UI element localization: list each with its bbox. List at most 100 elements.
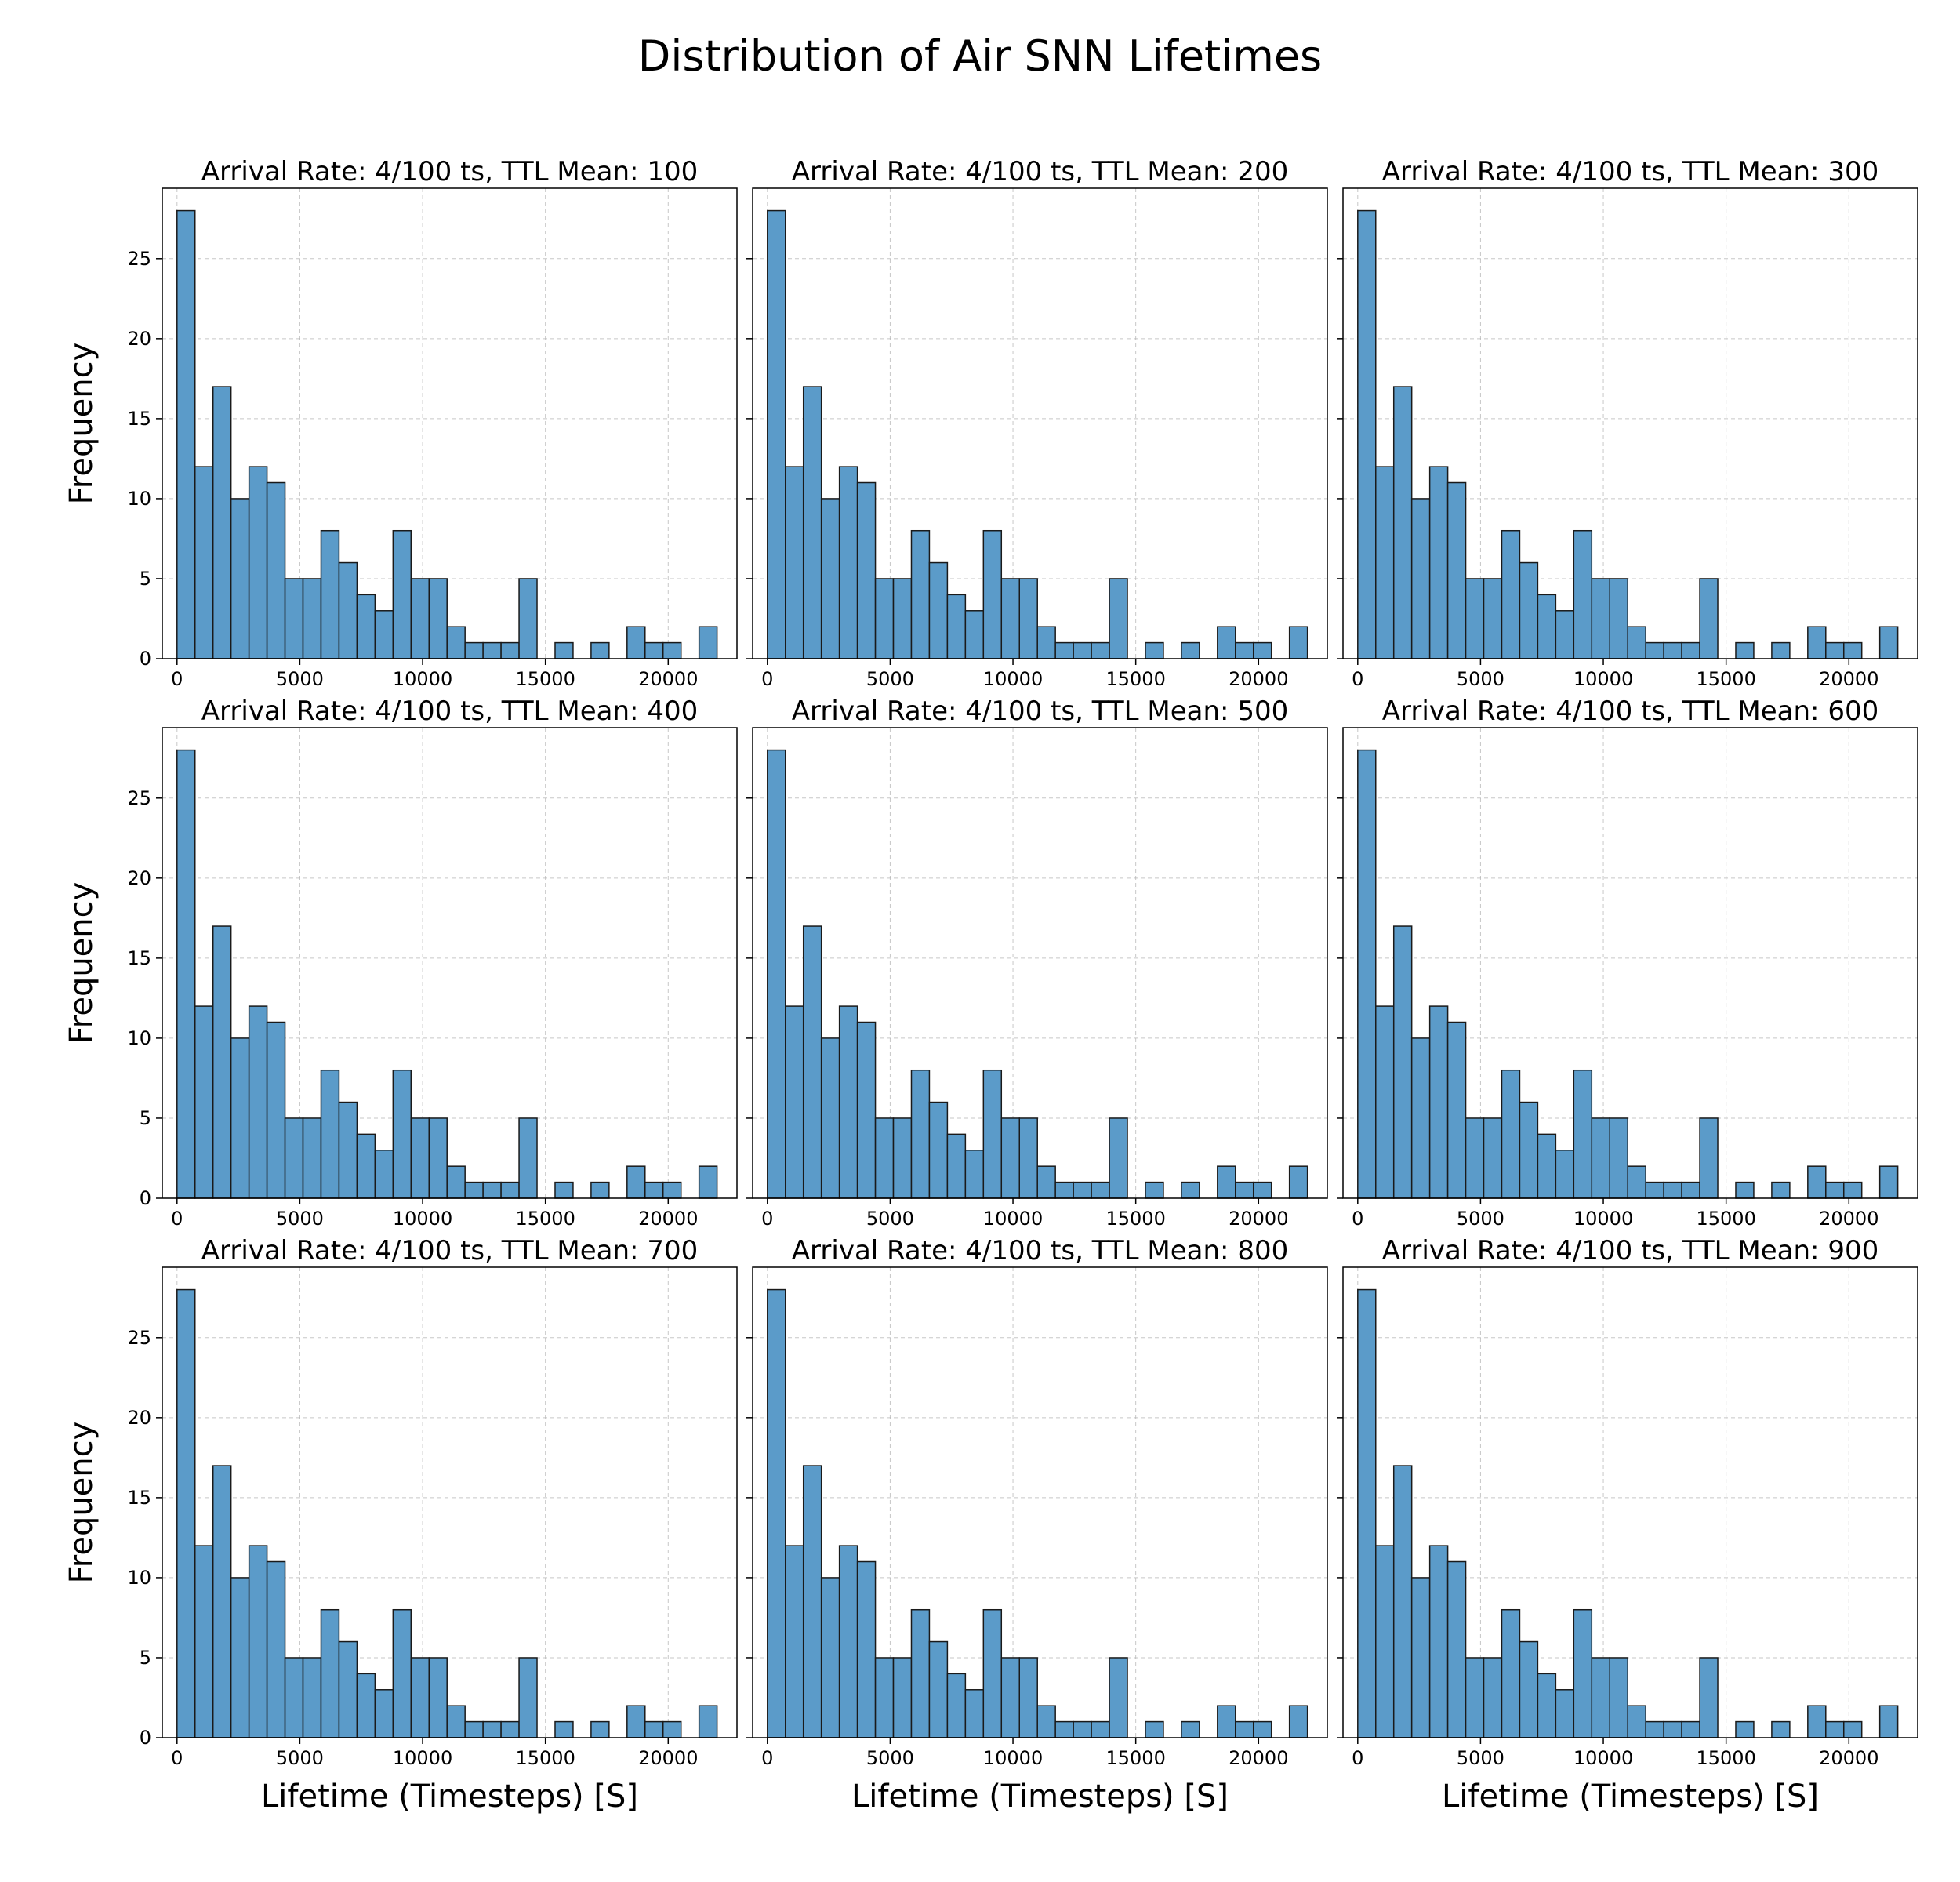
x-tick-label: 15000 — [515, 1747, 575, 1769]
histogram-bar — [856, 481, 877, 659]
histogram-bar — [1591, 578, 1610, 659]
histogram-bar — [1181, 1720, 1200, 1738]
x-tick-label: 20000 — [1819, 1208, 1878, 1230]
histogram-bar — [767, 209, 786, 659]
panels-group: Arrival Rate: 4/100 ts, TTL Mean: 1000 50… — [64, 156, 1918, 1815]
histogram-bar — [802, 386, 822, 659]
histogram-bar — [464, 1720, 484, 1738]
histogram-bar — [1663, 1181, 1682, 1199]
x-tick-label: 5000 — [276, 1208, 324, 1230]
histogram-bar — [626, 626, 646, 659]
histogram-bar — [910, 1608, 931, 1738]
histogram-bar — [644, 641, 664, 659]
histogram-bar — [1375, 1545, 1395, 1738]
histogram-bar — [1357, 1288, 1377, 1738]
histogram-bar — [266, 481, 286, 659]
histogram-panel-6: Arrival Rate: 4/100 ts, TTL Mean: 600 0 50… — [1337, 696, 1918, 1230]
histogram-bar — [230, 1037, 250, 1199]
histogram-bar — [1842, 641, 1863, 659]
y-tick-label: 15 — [127, 947, 151, 969]
y-tick-label: 10 — [127, 1567, 151, 1589]
histogram-bar — [374, 1689, 394, 1738]
histogram-bar — [1771, 1181, 1791, 1199]
panel-title: Arrival Rate: 4/100 ts, TTL Mean: 400 — [201, 696, 698, 727]
histogram-bar — [982, 1069, 1003, 1199]
histogram-bar — [518, 1657, 538, 1738]
histogram-bar — [266, 1560, 286, 1738]
histogram-bar — [410, 1117, 430, 1199]
histogram-bar — [392, 529, 412, 659]
x-tick-label: 5000 — [276, 1747, 324, 1769]
histogram-bar — [1252, 1181, 1272, 1199]
histogram-bar — [802, 925, 822, 1199]
histogram-bar — [194, 1005, 214, 1199]
histogram-bar — [1446, 1021, 1467, 1199]
histogram-bar — [1054, 641, 1074, 659]
histogram-bar — [1645, 641, 1664, 659]
histogram-bar — [928, 561, 949, 659]
histogram-bar — [1235, 641, 1254, 659]
histogram-panel-1: Arrival Rate: 4/100 ts, TTL Mean: 1000 50… — [64, 156, 738, 690]
histogram-bar — [1735, 1181, 1755, 1199]
histogram-bar — [554, 1720, 574, 1738]
histogram-bar — [874, 1657, 895, 1738]
histogram-bar — [1681, 1181, 1700, 1199]
histogram-bar — [464, 1181, 484, 1199]
histogram-bar — [356, 1133, 376, 1199]
histogram-bar — [874, 578, 895, 659]
x-tick-label: 20000 — [1229, 1747, 1288, 1769]
histogram-bar — [1627, 1165, 1646, 1199]
histogram-panel-3: Arrival Rate: 4/100 ts, TTL Mean: 300 0 50… — [1337, 156, 1918, 690]
histogram-bar — [446, 1705, 466, 1738]
y-axis-label: Frequency — [64, 882, 100, 1045]
histogram-bar — [284, 578, 304, 659]
axes-frame — [1342, 727, 1918, 1199]
histogram-bar — [1483, 578, 1503, 659]
histogram-bar — [1878, 1705, 1899, 1738]
histogram-bar — [964, 1150, 985, 1199]
histogram-bar — [320, 1608, 340, 1738]
x-tick-label: 5000 — [866, 1208, 914, 1230]
histogram-bar — [892, 1657, 913, 1738]
histogram-bar — [644, 1181, 664, 1199]
histogram-bar — [1842, 1720, 1863, 1738]
histogram-bar — [1699, 1657, 1719, 1738]
histogram-bar — [838, 1545, 858, 1738]
x-tick-label: 15000 — [1696, 668, 1755, 690]
histogram-bar — [1018, 1117, 1038, 1199]
histogram-bar — [910, 1069, 931, 1199]
panel-title: Arrival Rate: 4/100 ts, TTL Mean: 900 — [1382, 1235, 1878, 1266]
histogram-bar — [428, 1657, 448, 1738]
histogram-bar — [1375, 1005, 1395, 1199]
panel-title: Arrival Rate: 4/100 ts, TTL Mean: 200 — [792, 156, 1288, 187]
histogram-bar — [500, 1181, 520, 1199]
histogram-bar — [1181, 641, 1200, 659]
histogram-bar — [1073, 1720, 1092, 1738]
histogram-bar — [428, 1117, 448, 1199]
histogram-bar — [1591, 1117, 1610, 1199]
histogram-bar — [176, 749, 196, 1199]
histogram-bar — [1807, 1165, 1827, 1199]
histogram-bar — [1699, 578, 1719, 659]
axes-frame — [752, 187, 1328, 659]
histogram-bar — [554, 641, 574, 659]
histogram-bar — [338, 1101, 358, 1199]
histogram-bar — [1446, 1560, 1467, 1738]
histogram-panel-2: Arrival Rate: 4/100 ts, TTL Mean: 200 0 50… — [746, 156, 1328, 690]
histogram-bar — [838, 1005, 858, 1199]
histogram-bar — [626, 1705, 646, 1738]
histogram-bar — [212, 1465, 232, 1738]
axes-frame — [1342, 1266, 1918, 1738]
x-tick-label: 0 — [171, 1747, 183, 1769]
histogram-bar — [964, 610, 985, 659]
x-tick-label: 20000 — [1819, 668, 1878, 690]
x-tick-label: 5000 — [1457, 1747, 1504, 1769]
histogram-bar — [856, 1560, 877, 1738]
y-tick-label: 15 — [127, 408, 151, 430]
x-tick-label: 15000 — [1696, 1208, 1755, 1230]
histogram-bar — [518, 1117, 538, 1199]
y-tick-label: 25 — [127, 1327, 151, 1349]
histogram-bar — [1375, 466, 1395, 659]
histogram-bar — [1663, 641, 1682, 659]
histogram-bar — [1252, 641, 1272, 659]
